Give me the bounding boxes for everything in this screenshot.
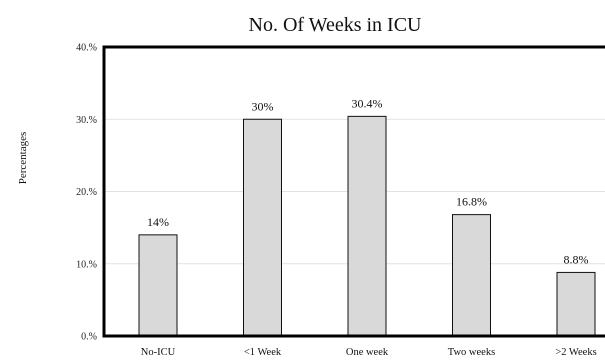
x-tick-label: No-ICU bbox=[141, 347, 176, 358]
x-tick-label: Two weeks bbox=[448, 347, 495, 358]
x-axis-categories: No-ICU <1 Week One week Two weeks >2 Weeks bbox=[141, 347, 597, 358]
x-tick-label: <1 Week bbox=[244, 347, 282, 358]
bar bbox=[138, 234, 178, 337]
bar bbox=[243, 118, 282, 337]
bar bbox=[452, 214, 491, 337]
data-labels: 14% 30% 30.4% 16.8% 8.8% bbox=[147, 96, 589, 266]
data-label: 8.8% bbox=[564, 252, 589, 266]
y-tick-label: 40.% bbox=[76, 43, 97, 54]
bar bbox=[347, 115, 387, 337]
bar bbox=[556, 271, 596, 337]
y-tick-label: 0.% bbox=[81, 332, 97, 343]
data-label: 16.8% bbox=[456, 195, 487, 209]
y-tick-label: 10.% bbox=[76, 259, 97, 270]
data-label: 30% bbox=[252, 99, 274, 113]
data-label: 14% bbox=[147, 215, 169, 229]
x-tick-label: One week bbox=[346, 347, 389, 358]
chart-title: No. Of Weeks in ICU bbox=[249, 14, 423, 36]
data-label: 30.4% bbox=[352, 96, 383, 110]
y-tick-label: 30.% bbox=[76, 115, 97, 126]
y-axis-ticks: 0.% 10.% 20.% 30.% 40.% bbox=[76, 43, 97, 343]
plot-frame bbox=[102, 45, 605, 338]
y-tick-label: 20.% bbox=[76, 187, 97, 198]
x-tick-label: >2 Weeks bbox=[555, 347, 596, 358]
y-axis-label: Percentages bbox=[17, 132, 29, 185]
bars bbox=[138, 115, 596, 337]
